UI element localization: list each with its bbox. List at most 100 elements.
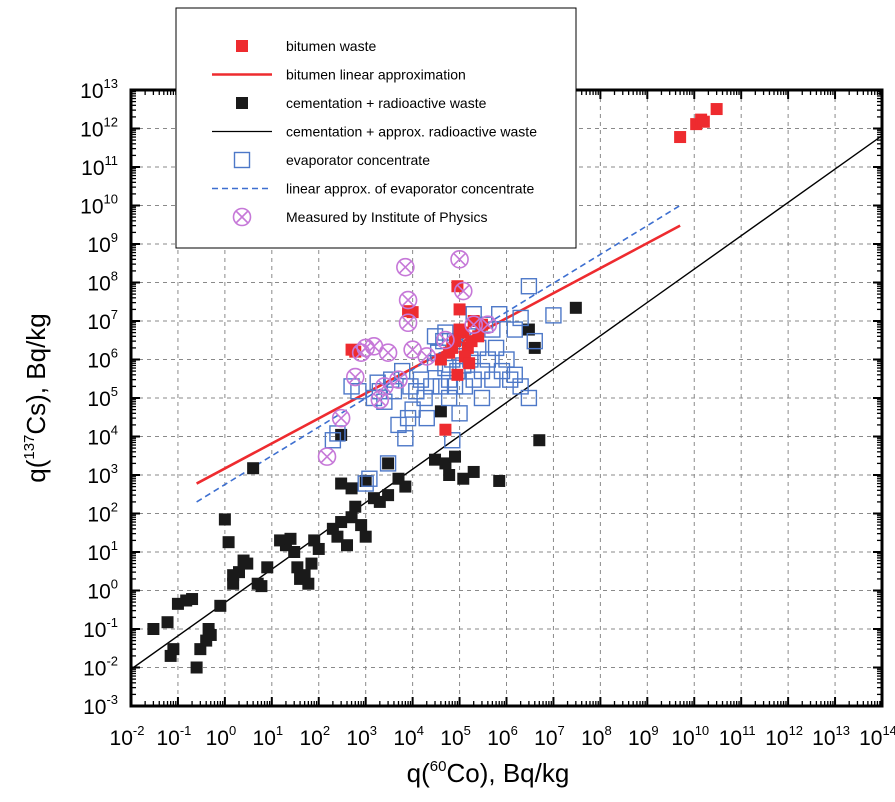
cementation-radioactive-waste-point	[164, 649, 177, 662]
cementation-radioactive-waste-point	[528, 341, 541, 354]
cementation-radioactive-waste-point	[247, 462, 260, 475]
marker-circle	[478, 315, 498, 335]
measured-by-institute-of-physics-point	[345, 367, 365, 387]
legend-symbol	[233, 151, 251, 169]
x-tick-label: 1011	[719, 723, 756, 750]
marker-cross	[391, 373, 406, 387]
evaporator-concentrate-point	[512, 309, 529, 327]
marker-circle	[453, 281, 473, 301]
legend-label: Measured by Institute of Physics	[286, 209, 488, 225]
marker-circle	[317, 447, 337, 466]
y-tick-label: 104	[87, 423, 118, 450]
evaporator-concentrate-point	[502, 371, 519, 388]
evaporator-concentrate-point	[456, 378, 474, 395]
measured-by-institute-of-physics-point	[389, 370, 408, 389]
measured-by-institute-of-physics-point	[398, 290, 418, 310]
legend-item: bitumen linear approximation	[212, 67, 466, 83]
bitumen-waste-point	[463, 357, 476, 370]
x-tick-label: 103	[346, 723, 377, 750]
cementation-radioactive-waste-point	[222, 536, 235, 549]
evaporator-concentrate-point	[512, 378, 529, 395]
legend-item: bitumen waste	[236, 38, 376, 54]
cementation-radioactive-waste-point	[288, 546, 301, 558]
cementation-radioactive-waste-point	[439, 457, 452, 470]
cementation-radioactive-waste-point	[359, 474, 372, 487]
cementation-radioactive-waste-point	[382, 457, 395, 470]
y-tick-labels: 10-3 10-2 10-1 100 101 102 103 104 105 106 107 108 1…	[80, 76, 118, 719]
x-axis-label: q(60Co), Bq/kg	[407, 758, 570, 788]
y-tick-label: 103	[87, 461, 118, 488]
cementation-radioactive-waste-point	[467, 465, 480, 478]
evaporator-concentrate-point	[397, 430, 414, 447]
marker-circle	[436, 330, 455, 350]
marker-cross	[420, 349, 434, 364]
evaporator-concentrate-point	[361, 470, 378, 487]
cementation-radioactive-waste-point	[349, 500, 362, 513]
cementation-radioactive-waste-point	[302, 577, 315, 590]
marker-circle	[378, 343, 398, 363]
measured-by-institute-of-physics-point	[331, 408, 351, 428]
legend-label: cementation + radioactive waste	[286, 95, 487, 111]
cementation-radioactive-waste-point	[457, 472, 470, 485]
evaporator-concentrate-point	[479, 351, 497, 368]
cementation-radioactive-waste-point	[190, 661, 203, 674]
x-tick-label: 1010	[671, 723, 709, 750]
evaporator-concentrate-point	[465, 371, 482, 388]
cementation-radioactive-waste-point	[341, 539, 354, 552]
marker-cross	[373, 393, 387, 407]
x-tick-label: 109	[628, 723, 659, 750]
cementation-radioactive-waste-point	[335, 516, 348, 529]
cementation-radioactive-waste-point	[569, 301, 582, 314]
legend-item: cementation + approx. radioactive waste	[212, 124, 537, 140]
y-tick-label: 102	[87, 500, 118, 527]
y-tick-label: 108	[87, 269, 118, 296]
y-tick-label: 10-2	[83, 654, 118, 681]
evaporator-concentrate-point	[506, 321, 523, 338]
x-tick-label: 106	[487, 723, 518, 750]
evaporator-concentrate-point	[394, 362, 411, 380]
bitumen-waste-point	[710, 103, 723, 116]
marker-circle	[417, 347, 437, 366]
cementation-radioactive-waste-point	[331, 530, 344, 543]
y-tick-label: 100	[87, 577, 118, 604]
cementation-radioactive-waste-point	[204, 628, 217, 641]
x-tick-label: 107	[534, 723, 565, 750]
bitumen-waste-point	[697, 115, 710, 128]
measured-by-institute-of-physics-point	[478, 315, 498, 335]
y-tick-label: 101	[87, 538, 118, 565]
x-tick-label: 101	[253, 723, 284, 750]
evaporator-concentrate-point	[408, 383, 425, 400]
evaporator-concentrate-point	[451, 405, 468, 422]
cementation-radioactive-waste-point	[449, 450, 462, 463]
marker-circle	[331, 408, 351, 428]
marker-cross	[401, 316, 415, 330]
legend-item: Measured by Institute of Physics	[232, 207, 488, 227]
x-tick-label: 1013	[812, 723, 850, 750]
evaporator-concentrate-point	[399, 409, 417, 427]
x-tick-label: 1014	[859, 723, 895, 750]
x-tick-label: 10-1	[156, 723, 191, 750]
evaporator-concentrate-point	[491, 306, 508, 323]
cementation-radioactive-waste-point	[261, 561, 274, 574]
cementation-radioactive-waste-point	[335, 428, 348, 441]
marker-cross	[438, 333, 452, 347]
marker-cross	[377, 379, 391, 393]
legend-label: linear approx. of evaporator concentrate	[286, 181, 534, 197]
measured-by-institute-of-physics-point	[464, 315, 483, 335]
data-points	[147, 103, 723, 674]
evaporator-concentrate-point	[493, 362, 511, 380]
evaporator-concentrate-point	[487, 339, 505, 357]
cementation-radioactive-waste-point	[533, 434, 546, 447]
measured-by-institute-of-physics-point	[436, 330, 455, 350]
measured-by-institute-of-physics-point	[453, 281, 473, 301]
x-tick-label: 104	[393, 723, 424, 750]
marker-cross	[398, 260, 412, 274]
evaporator-concentrate-point	[446, 378, 464, 395]
y-tick-label: 10-3	[83, 692, 118, 719]
x-tick-label: 108	[581, 723, 612, 750]
cementation-radioactive-waste-point	[493, 474, 506, 487]
x-tick-label: 100	[206, 723, 237, 750]
evaporator-concentrate-point	[379, 455, 397, 472]
legend-symbol	[236, 97, 248, 109]
